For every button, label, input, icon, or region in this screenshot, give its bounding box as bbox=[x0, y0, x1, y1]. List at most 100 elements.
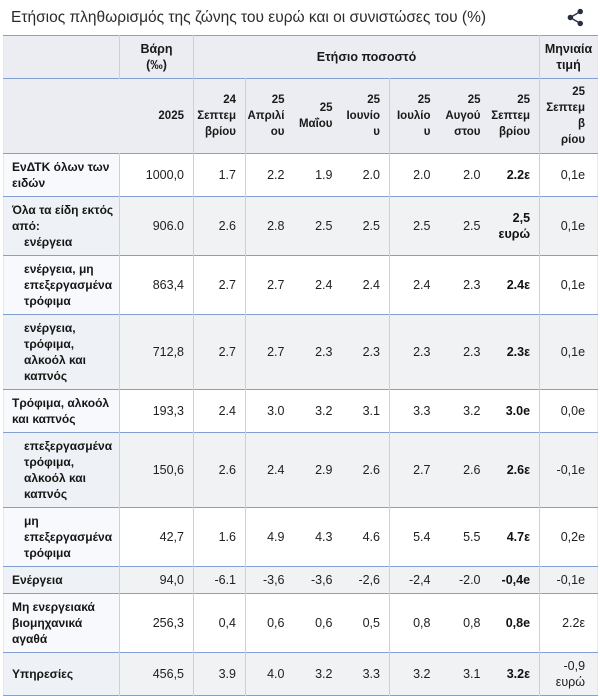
annual-value: 2.2 bbox=[267, 168, 285, 182]
weight-value: 906.0 bbox=[119, 196, 194, 256]
monthly-value: 0,0e bbox=[560, 404, 586, 418]
table-row: Όλα τα είδη εκτός από: ενέργεια 906.0 2.6… bbox=[3, 196, 598, 256]
row-label: ενέργεια, τρόφιμα, αλκοόλ και καπνός bbox=[3, 314, 120, 390]
annual-rate-header: Ετήσιο ποσοστό bbox=[193, 35, 541, 79]
period-jun25: 25 Ιουνίου bbox=[341, 78, 390, 154]
annual-value: -2,6 bbox=[341, 566, 390, 594]
annual-value: 0,6 bbox=[267, 616, 285, 630]
table-row: Ενέργεια 94,0 -6.1 -3,6 -3,6 -2,6 -2,4 -… bbox=[3, 566, 598, 594]
row-label: Υπηρεσίες bbox=[3, 652, 120, 696]
annual-value: 3.1 bbox=[341, 389, 390, 433]
annual-value: 3.3 bbox=[341, 652, 390, 696]
period-monthly-sep25: 25 Σεπτεμβ ρίου bbox=[539, 78, 598, 154]
annual-value: 3.0 bbox=[267, 404, 285, 418]
corner-cell bbox=[3, 35, 120, 79]
monthly-value: 0,1e bbox=[560, 168, 586, 182]
annual-value: 2.3 bbox=[315, 345, 333, 359]
table-row: ενέργεια, μη επεξεργασμένα τρόφιμα 863,4… bbox=[3, 255, 598, 315]
annual-value: 0,4 bbox=[193, 593, 246, 653]
table-row: ΕνΔΤΚ όλων των ειδών 1000,0 1.7 2.2 1.9 … bbox=[3, 153, 598, 197]
latest-annual-value: -0,4e bbox=[489, 566, 541, 594]
row-label: ΕνΔΤΚ όλων των ειδών bbox=[3, 153, 120, 197]
header-row-groups: Βάρη (‰) Ετήσιο ποσοστό Μηνιαία τιμή bbox=[3, 35, 598, 79]
annual-value: 2.6 bbox=[193, 196, 246, 256]
annual-value: 1.7 bbox=[193, 153, 246, 197]
annual-value: 0,6 bbox=[315, 616, 333, 630]
annual-value: 2.6 bbox=[463, 463, 481, 477]
annual-value: 0,8 bbox=[463, 616, 481, 630]
weight-value: 1000,0 bbox=[119, 153, 194, 197]
table-row: μη επεξεργασμένα τρόφιμα 42,7 1.6 4.9 4.… bbox=[3, 507, 598, 567]
annual-value: 3.2 bbox=[463, 404, 481, 418]
latest-annual-value: 3.2ε bbox=[489, 652, 541, 696]
latest-annual-value: 2.3ε bbox=[489, 314, 541, 390]
table-row: ενέργεια, τρόφιμα, αλκοόλ και καπνός 712… bbox=[3, 314, 598, 390]
annual-value: 2.5 bbox=[315, 219, 333, 233]
annual-value: -6.1 bbox=[193, 566, 246, 594]
weight-value: 42,7 bbox=[119, 507, 194, 567]
monthly-value: -0,1e bbox=[556, 573, 586, 587]
latest-annual-value: 3.0e bbox=[489, 389, 541, 433]
annual-value: 4.0 bbox=[267, 667, 285, 681]
annual-value: 2.6 bbox=[193, 432, 246, 508]
row-label: επεξεργασμένα τρόφιμα, αλκοόλ και καπνός bbox=[3, 432, 120, 508]
annual-value: 2.7 bbox=[193, 314, 246, 390]
monthly-value: 0,1e bbox=[560, 219, 586, 233]
monthly-value: 0,1e bbox=[560, 345, 586, 359]
annual-value: 2.7 bbox=[267, 278, 285, 292]
annual-value: 2.4 bbox=[341, 255, 390, 315]
annual-value: 2.5 bbox=[463, 219, 481, 233]
annual-value: 2.9 bbox=[315, 463, 333, 477]
table-row: Υπηρεσίες 456,5 3.9 4.0 3.2 3.3 3.2 3.1 … bbox=[3, 652, 598, 696]
row-label: μη επεξεργασμένα τρόφιμα bbox=[3, 507, 120, 567]
year-header: 2025 bbox=[3, 78, 194, 154]
annual-value: 2.3 bbox=[463, 345, 481, 359]
table-row: επεξεργασμένα τρόφιμα, αλκοόλ και καπνός… bbox=[3, 432, 598, 508]
annual-value: 2.7 bbox=[267, 345, 285, 359]
weight-value: 712,8 bbox=[119, 314, 194, 390]
annual-value: 2.3 bbox=[341, 314, 390, 390]
annual-value: 1.9 bbox=[315, 168, 333, 182]
monthly-value: 2.2ε bbox=[562, 616, 586, 630]
row-label: Όλα τα είδη εκτός από: ενέργεια bbox=[3, 196, 120, 256]
annual-value: -3,6 bbox=[310, 573, 333, 587]
weight-value: 94,0 bbox=[119, 566, 194, 594]
annual-value: 1.6 bbox=[193, 507, 246, 567]
period-apr25: 25 Απριλί ου bbox=[245, 78, 294, 154]
row-label: Τρόφιμα, αλκοόλ και καπνός bbox=[3, 389, 120, 433]
row-sublabel: ενέργεια bbox=[24, 235, 73, 249]
titlebar: Ετήσιος πληθωρισμός της ζώνης του ευρώ κ… bbox=[3, 2, 597, 35]
annual-value: 5.5 bbox=[463, 530, 481, 544]
annual-value: 2.3 bbox=[413, 345, 431, 359]
weight-value: 150,6 bbox=[119, 432, 194, 508]
annual-value: 2.0 bbox=[341, 153, 390, 197]
annual-value: 2.7 bbox=[193, 255, 246, 315]
weight-value: 256,3 bbox=[119, 593, 194, 653]
annual-value: -2,4 bbox=[408, 573, 431, 587]
annual-value: 2.0 bbox=[413, 168, 431, 182]
monthly-value: 0,1e bbox=[560, 278, 586, 292]
annual-value: 2.0 bbox=[463, 168, 481, 182]
annual-value: 2.4 bbox=[193, 389, 246, 433]
weight-value: 456,5 bbox=[119, 652, 194, 696]
annual-value: 2.7 bbox=[413, 463, 431, 477]
period-jul25: 25 Ιουλίο υ bbox=[389, 78, 440, 154]
annual-value: 3.2 bbox=[315, 667, 333, 681]
latest-annual-value: 4.7ε bbox=[489, 507, 541, 567]
annual-value: 2.5 bbox=[413, 219, 431, 233]
annual-value: -3,6 bbox=[262, 573, 285, 587]
annual-value: 0,8 bbox=[413, 616, 431, 630]
period-sep24: 24 Σεπτεμ βρίου bbox=[193, 78, 246, 154]
share-button[interactable] bbox=[564, 6, 587, 29]
annual-value: 3.2 bbox=[315, 404, 333, 418]
weight-value: 863,4 bbox=[119, 255, 194, 315]
latest-annual-value: 2,5 ευρώ bbox=[489, 196, 541, 256]
weights-header: Βάρη (‰) bbox=[119, 35, 194, 79]
row-label: Μη ενεργειακά βιομηχανικά αγαθά bbox=[3, 593, 120, 653]
table-row: Τρόφιμα, αλκοόλ και καπνός 193,3 2.4 3.0… bbox=[3, 389, 598, 433]
annual-value: 4.3 bbox=[315, 530, 333, 544]
table-row: Μη ενεργειακά βιομηχανικά αγαθά 256,3 0,… bbox=[3, 593, 598, 653]
annual-value: 2.3 bbox=[463, 278, 481, 292]
annual-value: 5.4 bbox=[413, 530, 431, 544]
latest-annual-value: 2.4ε bbox=[489, 255, 541, 315]
